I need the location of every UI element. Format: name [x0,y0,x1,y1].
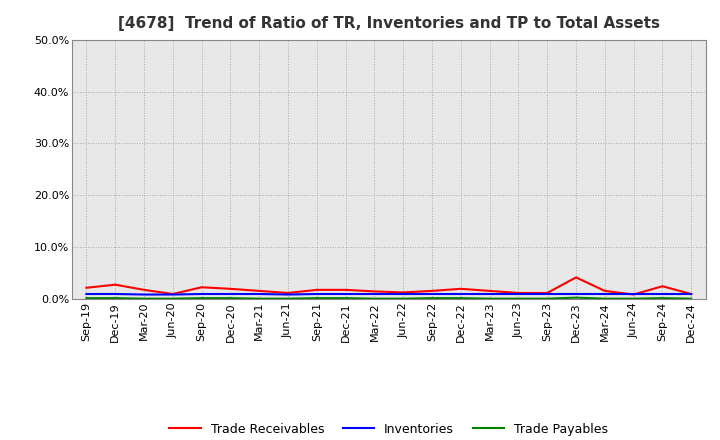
Trade Receivables [370,289,379,294]
Inventories [687,291,696,297]
Trade Receivables [600,288,609,293]
Inventories [341,291,350,297]
Trade Payables [341,296,350,301]
Inventories [111,291,120,297]
Trade Payables [140,296,148,301]
Legend: Trade Receivables, Inventories, Trade Payables: Trade Receivables, Inventories, Trade Pa… [169,423,608,436]
Trade Receivables [341,287,350,293]
Inventories [456,291,465,297]
Trade Payables [111,296,120,301]
Trade Payables [600,296,609,301]
Inventories [514,291,523,297]
Trade Receivables [255,288,264,293]
Trade Receivables [82,285,91,290]
Trade Payables [543,296,552,301]
Trade Payables [255,296,264,301]
Trade Receivables [111,282,120,287]
Trade Receivables [428,288,436,293]
Trade Payables [514,296,523,301]
Trade Receivables [140,287,148,293]
Trade Payables [399,296,408,301]
Trade Payables [572,295,580,300]
Trade Payables [82,296,91,301]
Trade Receivables [168,291,177,297]
Trade Payables [284,296,292,301]
Trade Payables [629,296,638,301]
Inventories [629,291,638,297]
Trade Receivables [687,291,696,297]
Inventories [428,291,436,297]
Trade Receivables [399,290,408,295]
Inventories [226,291,235,297]
Inventories [168,292,177,297]
Trade Payables [428,296,436,301]
Line: Trade Receivables: Trade Receivables [86,277,691,294]
Inventories [255,291,264,297]
Inventories [284,292,292,297]
Inventories [399,291,408,297]
Trade Payables [687,296,696,301]
Trade Receivables [629,292,638,297]
Trade Receivables [226,286,235,291]
Trade Payables [197,296,206,301]
Title: [4678]  Trend of Ratio of TR, Inventories and TP to Total Assets: [4678] Trend of Ratio of TR, Inventories… [118,16,660,32]
Line: Trade Payables: Trade Payables [86,297,691,299]
Trade Receivables [456,286,465,291]
Trade Payables [456,296,465,301]
Inventories [140,292,148,297]
Trade Receivables [197,285,206,290]
Inventories [197,291,206,297]
Trade Payables [312,296,321,301]
Trade Payables [370,296,379,301]
Trade Receivables [658,284,667,289]
Inventories [485,291,494,297]
Inventories [370,291,379,297]
Trade Receivables [312,287,321,293]
Inventories [572,291,580,297]
Inventories [600,291,609,297]
Trade Receivables [572,275,580,280]
Trade Receivables [284,290,292,296]
Trade Payables [485,296,494,301]
Inventories [82,291,91,297]
Trade Receivables [543,290,552,296]
Trade Receivables [514,290,523,296]
Trade Payables [226,296,235,301]
Trade Payables [168,296,177,301]
Trade Receivables [485,288,494,293]
Inventories [543,291,552,297]
Trade Payables [658,296,667,301]
Inventories [312,291,321,297]
Inventories [658,291,667,297]
